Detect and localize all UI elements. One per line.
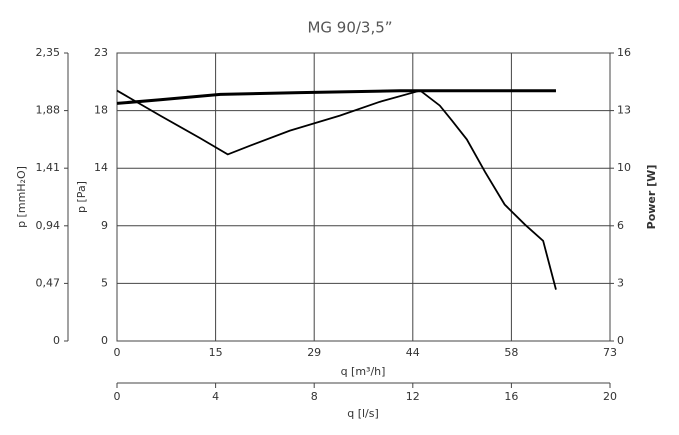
- data-line: [116, 89, 556, 105]
- y3-tick-label: 1,88: [36, 104, 61, 117]
- y2-axis-label: Power [W]: [645, 165, 658, 230]
- y-tick-label: 0: [101, 334, 108, 347]
- x2-tick-label: 20: [603, 390, 617, 403]
- y2-tick-label: 10: [617, 161, 631, 174]
- plot-frame: [116, 52, 611, 342]
- x-axis-label: q [m³/h]: [341, 365, 386, 378]
- x-tick-label: 73: [603, 346, 617, 359]
- y3-tick-label: 0,47: [36, 276, 61, 289]
- x-tick-label: 58: [504, 346, 518, 359]
- x-tick-label: 15: [209, 346, 223, 359]
- x-tick-label: 29: [307, 346, 321, 359]
- y2-tick-label: 13: [617, 104, 631, 117]
- x-tick-label: 44: [406, 346, 420, 359]
- y2-tick-label: 3: [617, 276, 624, 289]
- y-tick-label: 18: [94, 104, 108, 117]
- x2-tick-label: 8: [311, 390, 318, 403]
- y2-tick-label: 6: [617, 219, 624, 232]
- y3-tick-label: 0,94: [36, 219, 61, 232]
- x2-tick-label: 4: [212, 390, 219, 403]
- x2-axis-label: q [l/s]: [347, 407, 379, 420]
- y3-axis-label: p [mmH₂O]: [15, 166, 28, 228]
- y2-tick-label: 16: [617, 46, 631, 59]
- y-tick-label: 9: [101, 219, 108, 232]
- x2-tick-label: 16: [504, 390, 518, 403]
- x2-tick-label: 0: [114, 390, 121, 403]
- y3-tick-label: 2,35: [36, 46, 61, 59]
- y-tick-label: 14: [94, 161, 108, 174]
- x-tick-label: 0: [114, 346, 121, 359]
- y3-tick-label: 0: [53, 334, 60, 347]
- y-tick-label: 5: [101, 276, 108, 289]
- x2-tick-label: 12: [406, 390, 420, 403]
- data-line: [116, 89, 557, 290]
- y2-tick-label: 0: [617, 334, 624, 347]
- chart-title: MG 90/3,5”: [307, 19, 392, 37]
- y-tick-label: 23: [94, 46, 108, 59]
- y3-tick-label: 1,41: [36, 161, 61, 174]
- y-axis-label: p [Pa]: [75, 181, 88, 213]
